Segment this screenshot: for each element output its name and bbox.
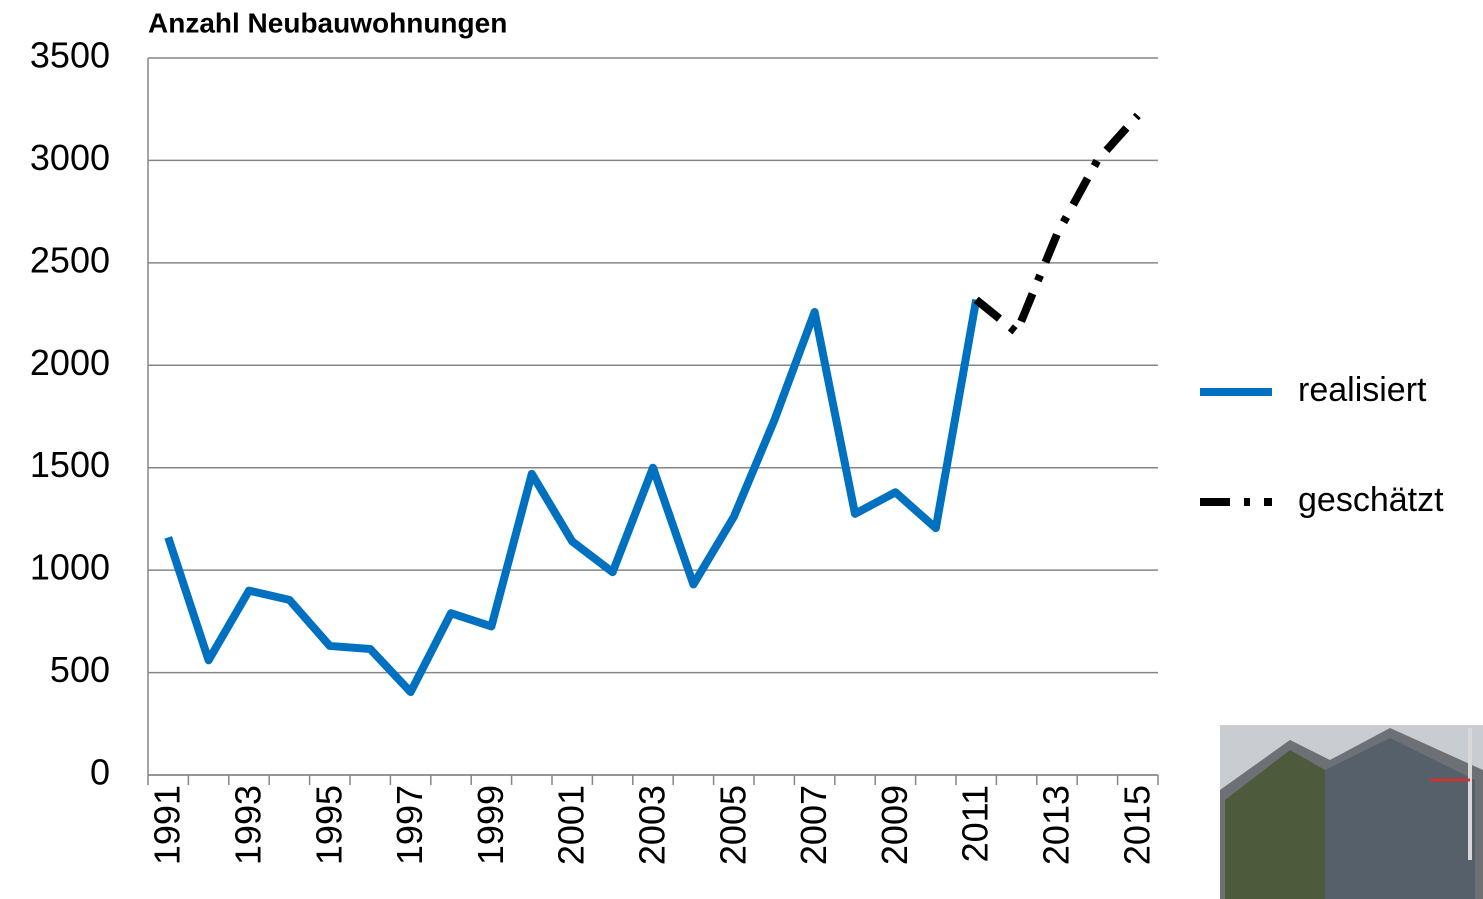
- x-tick-label: 2015: [1116, 785, 1157, 865]
- y-tick-label: 500: [50, 649, 110, 690]
- x-tick-label: 2011: [955, 785, 996, 862]
- y-tick-label: 0: [90, 752, 110, 793]
- x-tick-label: 2007: [793, 785, 834, 865]
- y-tick-label: 2000: [30, 342, 110, 383]
- x-tick-label: 1997: [389, 785, 430, 865]
- x-tick-label: 1993: [228, 785, 269, 865]
- y-tick-label: 1000: [30, 547, 110, 588]
- legend-label: geschätzt: [1298, 481, 1444, 519]
- y-tick-label: 1500: [30, 444, 110, 485]
- x-tick-label: 2005: [712, 785, 753, 865]
- x-tick-label: 1991: [147, 785, 188, 865]
- x-tick-label: 2003: [632, 785, 673, 865]
- photo: [1220, 725, 1483, 899]
- x-tick-label: 1999: [470, 785, 511, 865]
- x-tick-label: 2009: [874, 785, 915, 865]
- y-tick-label: 3500: [30, 35, 110, 76]
- data-line: [168, 300, 976, 692]
- y-tick-label: 2500: [30, 239, 110, 280]
- chart-title: Anzahl Neubauwohnungen: [148, 7, 507, 38]
- x-tick-label: 1995: [308, 785, 349, 865]
- legend-label: realisiert: [1298, 371, 1427, 409]
- data-line: [976, 115, 1138, 332]
- x-tick-label: 2013: [1036, 785, 1077, 865]
- chart: Anzahl Neubauwohnungen 0 500 1000 1500 2000 2…: [0, 0, 1483, 899]
- x-tick-label: 2001: [551, 785, 592, 865]
- y-tick-label: 3000: [30, 137, 110, 178]
